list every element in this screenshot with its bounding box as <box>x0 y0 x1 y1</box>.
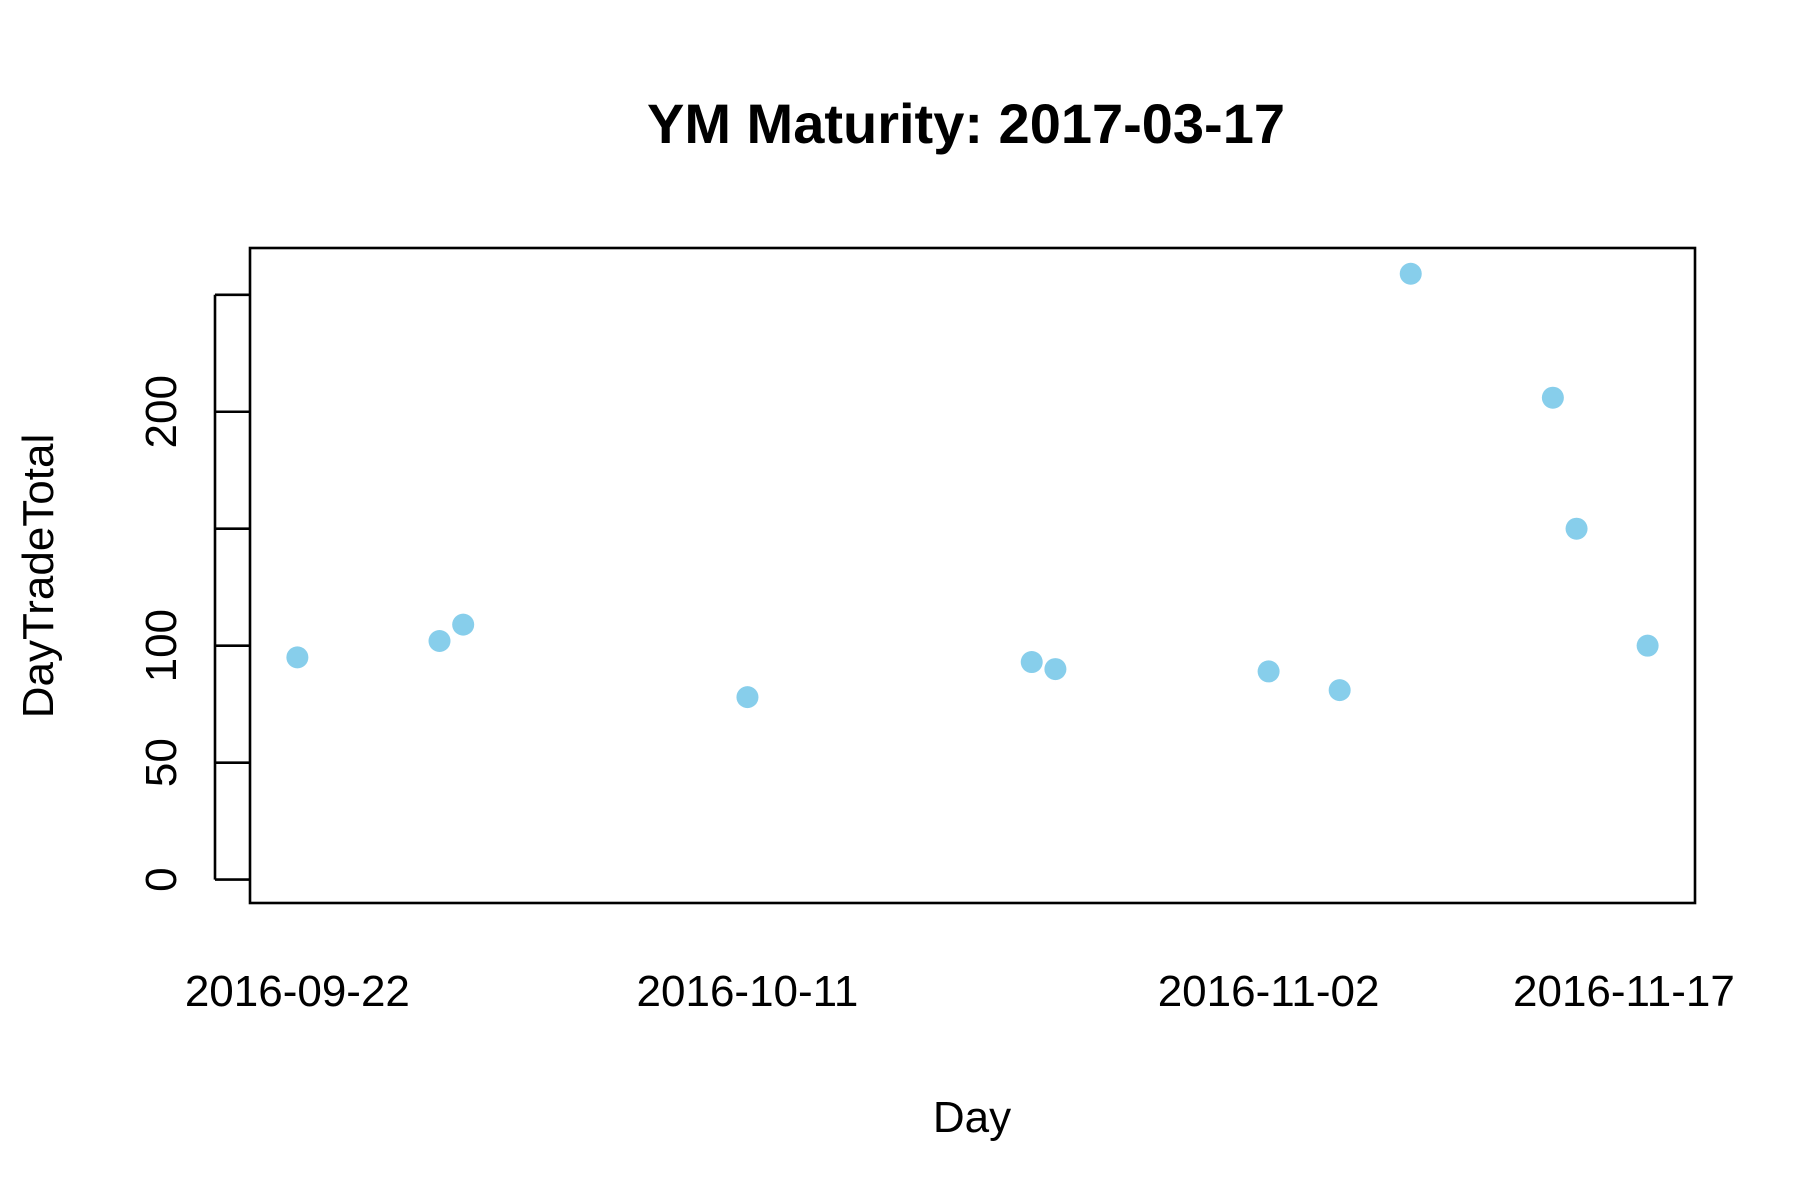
data-point <box>428 630 451 652</box>
data-point <box>1541 386 1564 409</box>
data-point <box>736 686 759 709</box>
data-point <box>1328 679 1351 702</box>
x-axis-ticks: 2016-09-22 2016-10-11 2016-11-02 2016-11-17 <box>185 967 1735 1016</box>
data-points <box>286 262 1659 709</box>
y-tick-label: 50 <box>137 738 186 787</box>
data-point <box>286 646 309 669</box>
x-tick-label: 2016-09-22 <box>185 967 410 1016</box>
x-tick-label: 2016-10-11 <box>637 967 859 1016</box>
y-tick-label: 200 <box>137 375 186 448</box>
data-point <box>452 613 475 636</box>
y-axis-ticks: 0 50 100 200 <box>137 293 250 892</box>
plot-frame <box>248 246 1697 905</box>
data-point <box>1565 517 1588 540</box>
x-tick-label: 2016-11-17 <box>1513 967 1735 1016</box>
data-point <box>1399 262 1422 285</box>
y-tick-label: 100 <box>137 609 186 682</box>
y-axis-label: DayTradeTotal <box>14 434 63 719</box>
data-point <box>1257 660 1280 683</box>
x-axis-label: Day <box>933 1093 1011 1142</box>
y-tick-label: 0 <box>137 867 186 891</box>
data-point <box>1020 651 1043 674</box>
data-point <box>1636 634 1659 657</box>
x-tick-label: 2016-11-02 <box>1158 967 1380 1016</box>
data-point <box>1044 658 1067 681</box>
chart-title: YM Maturity: 2017-03-17 <box>647 92 1285 155</box>
